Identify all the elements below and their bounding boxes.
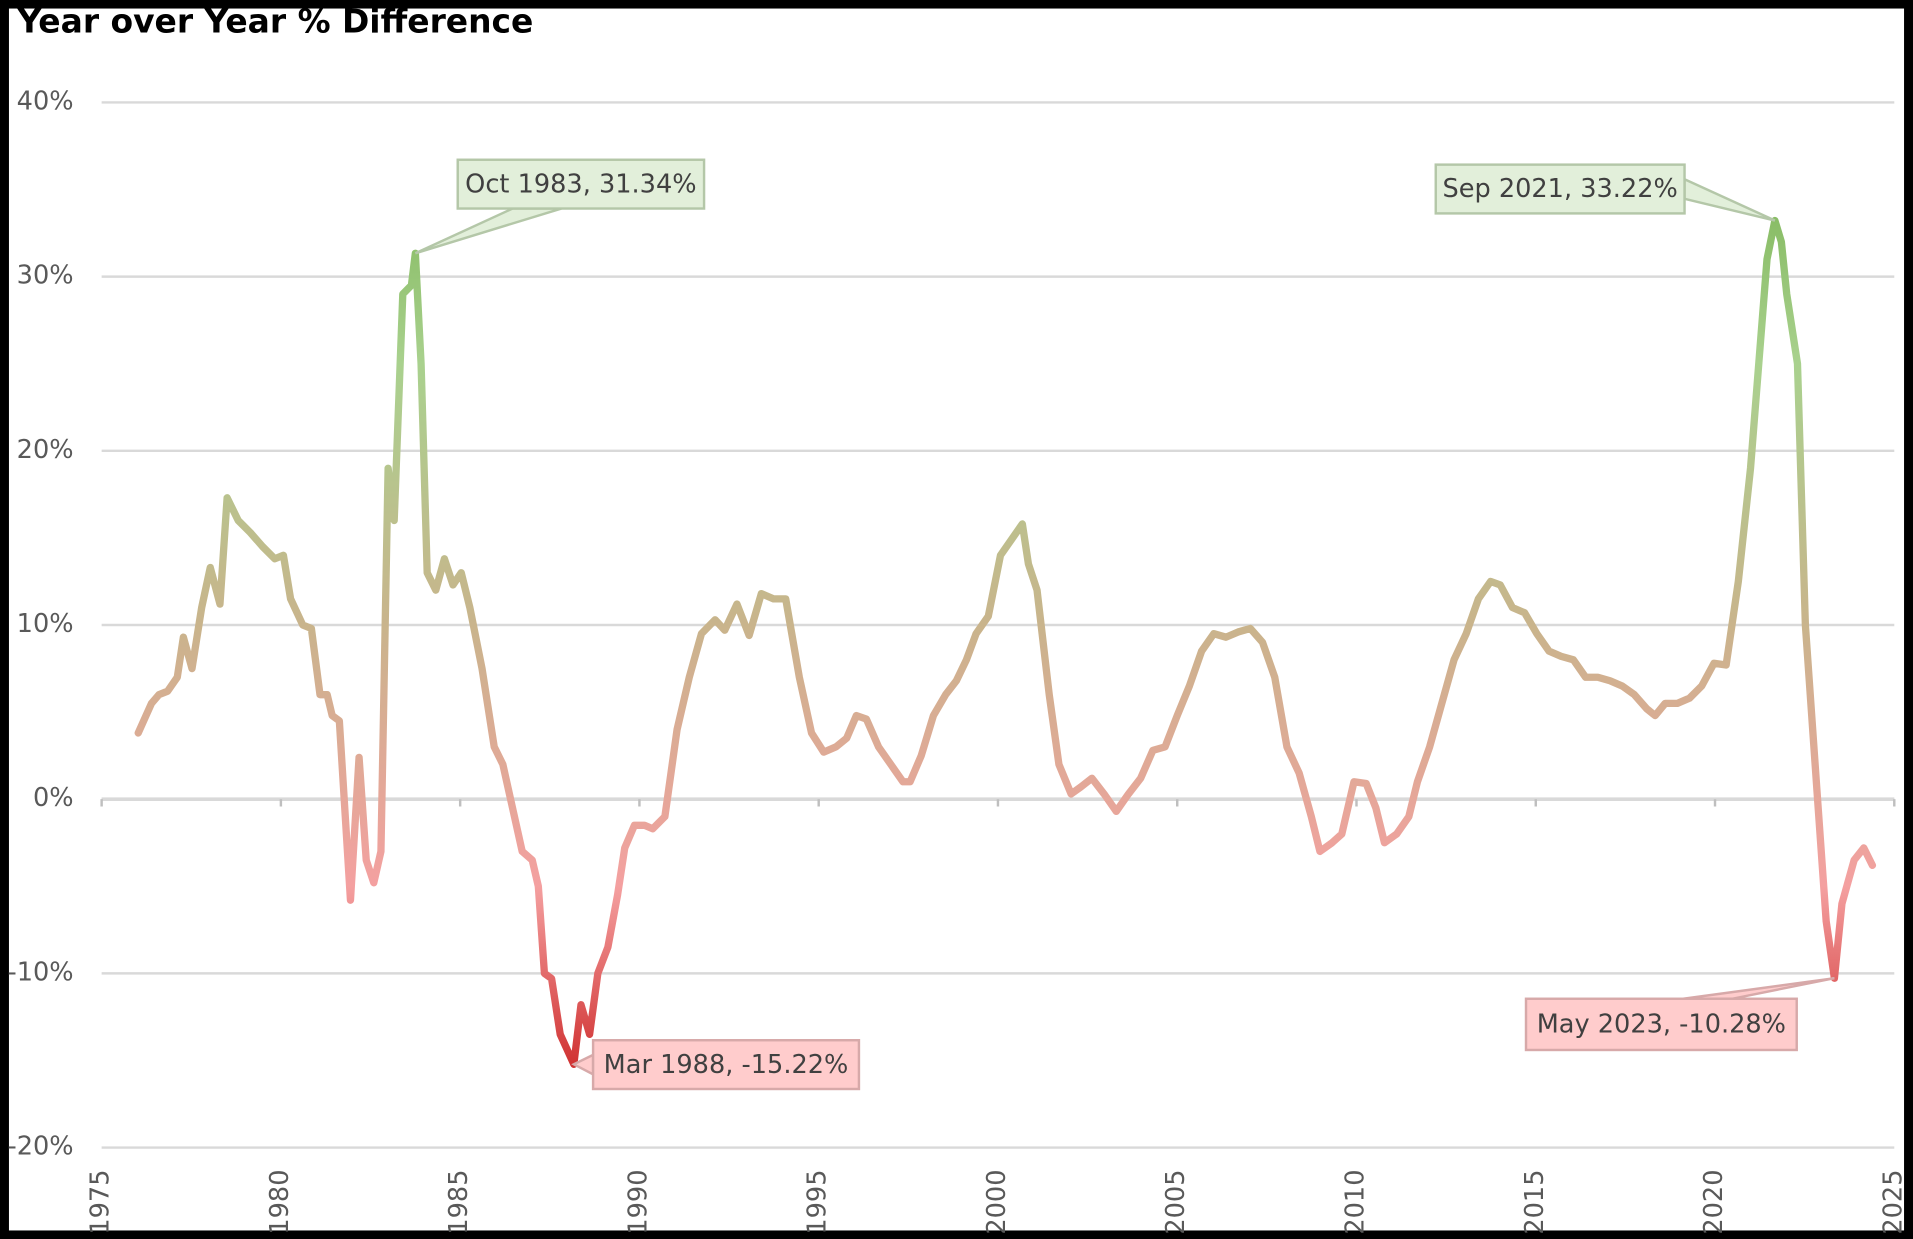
callout-box [456, 158, 706, 210]
y-tick-label: 0% [33, 783, 74, 813]
x-tick-label: 1975 [86, 1169, 116, 1234]
callout-box [591, 1039, 861, 1091]
x-tick-label: 1990 [623, 1169, 653, 1234]
callout-box [1524, 997, 1798, 1052]
x-tick-label: 2025 [1878, 1169, 1908, 1234]
x-tick-label: 2010 [1340, 1169, 1370, 1234]
x-tick-label: 1985 [444, 1169, 474, 1234]
data-line [134, 216, 1877, 1068]
callout-label: Mar 1988, -15.22% [604, 1050, 849, 1080]
y-tick-label: -10% [7, 957, 73, 987]
y-tick-label: -20% [7, 1132, 73, 1162]
y-tick-label: 20% [17, 435, 74, 465]
y-tick-label: 30% [17, 261, 74, 291]
x-tick-label: 1980 [265, 1169, 295, 1234]
x-tick-label: 2020 [1699, 1169, 1729, 1234]
callout-box [1434, 163, 1686, 215]
x-tick-label: 2000 [982, 1169, 1012, 1234]
y-tick-label: 40% [17, 86, 74, 116]
callout-label: Sep 2021, 33.22% [1442, 174, 1677, 204]
chart-title: Year over Year % Difference [16, 2, 533, 41]
y-tick-label: 10% [17, 609, 74, 639]
x-tick-label: 2015 [1520, 1169, 1550, 1234]
x-tick-label: 2005 [1161, 1169, 1191, 1234]
x-tick-label: 1995 [803, 1169, 833, 1234]
callout-label: Oct 1983, 31.34% [465, 169, 696, 199]
callout-label: May 2023, -10.28% [1537, 1010, 1786, 1040]
